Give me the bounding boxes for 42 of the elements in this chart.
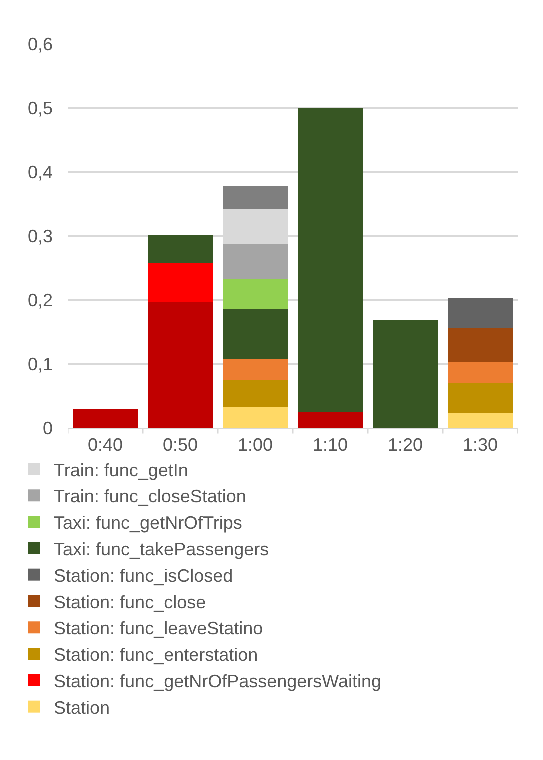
bar — [298, 108, 363, 413]
bar — [448, 298, 513, 328]
bar — [223, 308, 288, 360]
bar — [448, 362, 513, 384]
legend-label: Train: func_closeStation — [54, 486, 246, 507]
bar — [223, 186, 288, 210]
legend-label: Station — [54, 698, 110, 718]
x-tick-label: 0:50 — [162, 435, 198, 456]
bar — [148, 264, 213, 303]
bar — [223, 406, 288, 428]
legend-label: Station: func_getNrOfPassengersWaiting — [54, 671, 382, 692]
legend-label: Taxi: func_takePassengers — [54, 539, 270, 560]
x-tick-label: 1:10 — [312, 435, 348, 456]
legend-label: Station: func_enterstation — [54, 645, 258, 666]
bar — [223, 244, 288, 280]
bar — [448, 383, 513, 414]
bar — [448, 413, 513, 428]
y-tick-label: 0,4 — [28, 162, 53, 182]
legend-label: Taxi: func_getNrOfTrips — [54, 513, 242, 534]
legend-label: Station: func_close — [54, 592, 206, 612]
bar — [223, 280, 288, 309]
bar — [373, 320, 438, 428]
y-tick-label: 0,3 — [28, 226, 53, 246]
legend-label: Station: func_isClosed — [54, 566, 234, 586]
bar — [73, 409, 138, 428]
bar — [298, 412, 363, 428]
bar — [223, 360, 288, 380]
y-tick-label: 0,6 — [28, 34, 53, 54]
bar — [448, 328, 513, 363]
legend-label: Train: func_getIn — [54, 460, 188, 480]
x-tick-label: 1:00 — [238, 435, 274, 456]
y-tick-label: 0,2 — [28, 290, 53, 310]
bar — [148, 235, 213, 264]
bar — [148, 302, 213, 428]
y-tick-label: 0 — [42, 418, 53, 438]
x-tick-label: 1:20 — [388, 435, 424, 456]
legend-label: Station: func_leaveStatino — [54, 618, 264, 639]
x-tick-label: 0:40 — [88, 435, 124, 456]
y-tick-label: 0,5 — [28, 98, 53, 118]
y-tick-label: 0,1 — [28, 354, 53, 374]
x-tick-label: 1:30 — [462, 435, 498, 456]
bar — [223, 380, 288, 407]
